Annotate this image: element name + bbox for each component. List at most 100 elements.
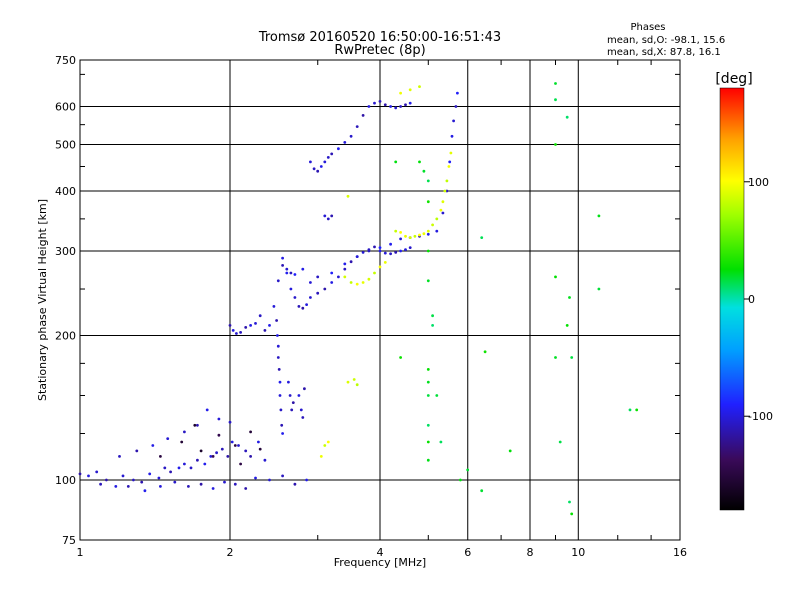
echo-point xyxy=(346,194,350,198)
echo-point xyxy=(394,160,398,164)
echo-point xyxy=(323,214,327,218)
echo-point xyxy=(413,234,417,238)
echo-point xyxy=(480,236,484,240)
echo-point xyxy=(389,105,392,108)
echo-point xyxy=(361,281,365,284)
echo-point xyxy=(399,249,402,253)
echo-point xyxy=(431,324,434,327)
echo-point xyxy=(309,160,312,164)
echo-point xyxy=(287,380,290,384)
echo-point xyxy=(276,356,280,359)
echo-point xyxy=(151,444,155,447)
echo-point xyxy=(337,147,340,151)
echo-point xyxy=(367,105,371,108)
echo-point xyxy=(326,156,330,159)
echo-point xyxy=(418,233,421,237)
echo-point xyxy=(459,478,462,482)
echo-point xyxy=(263,329,267,332)
echo-point xyxy=(483,350,487,354)
plot-frame xyxy=(79,59,681,541)
echo-point xyxy=(418,85,421,88)
echo-point xyxy=(554,356,557,359)
echo-point xyxy=(404,248,407,252)
echo-point xyxy=(346,380,350,384)
echo-point xyxy=(196,423,199,427)
echo-point xyxy=(281,256,284,260)
echo-point xyxy=(276,279,280,283)
chart-title: Tromsø 20160520 16:50:00-16:51:43 xyxy=(258,30,501,45)
echo-point xyxy=(435,217,439,221)
plot-points xyxy=(78,82,639,516)
echo-point xyxy=(293,482,297,486)
echo-point xyxy=(570,356,574,359)
echo-point xyxy=(193,423,197,427)
echo-point xyxy=(361,114,365,117)
echo-point xyxy=(277,368,281,371)
echo-point xyxy=(378,246,382,250)
echo-point xyxy=(249,455,253,458)
echo-point xyxy=(426,458,430,462)
echo-point xyxy=(223,480,226,484)
echo-point xyxy=(399,105,402,108)
echo-point xyxy=(330,152,334,156)
echo-point xyxy=(272,305,276,308)
echo-point xyxy=(276,334,279,337)
echo-point xyxy=(343,141,347,144)
echo-point xyxy=(378,249,382,253)
y-tick-label: 500 xyxy=(55,139,76,152)
echo-point xyxy=(301,306,305,310)
x-tick-label: 1 xyxy=(77,546,84,559)
echo-point xyxy=(565,324,569,327)
echo-point xyxy=(343,262,347,266)
x-tick-label: 10 xyxy=(571,546,585,559)
echo-point xyxy=(275,319,278,322)
colorbar xyxy=(719,87,745,511)
echo-point xyxy=(568,500,571,504)
echo-point xyxy=(263,458,267,462)
y-tick-label: 400 xyxy=(55,185,76,198)
echo-point xyxy=(203,462,207,466)
colorbar-label: [deg] xyxy=(715,71,752,87)
echo-point xyxy=(394,106,398,110)
echo-point xyxy=(404,234,407,238)
echo-point xyxy=(349,260,353,264)
echo-point xyxy=(323,287,327,291)
echo-point xyxy=(301,267,305,271)
echo-point xyxy=(319,455,323,458)
echo-point xyxy=(389,252,392,256)
echo-point xyxy=(257,440,260,444)
echo-point xyxy=(143,489,147,493)
echo-point xyxy=(301,416,305,419)
echo-point xyxy=(118,455,121,458)
echo-point xyxy=(399,231,402,234)
echo-point xyxy=(177,466,181,470)
echo-point xyxy=(378,265,382,269)
y-tick-label: 100 xyxy=(55,474,76,487)
y-tick-label: 600 xyxy=(55,101,76,114)
echo-point xyxy=(355,282,359,286)
echo-point xyxy=(597,287,601,291)
echo-point xyxy=(448,160,452,164)
echo-point xyxy=(281,432,284,435)
echo-point xyxy=(431,223,434,227)
echo-point xyxy=(570,512,574,516)
echo-point xyxy=(367,249,371,253)
echo-point xyxy=(426,394,430,397)
echo-point xyxy=(383,103,387,107)
echo-point xyxy=(226,455,230,458)
echo-point xyxy=(426,200,430,204)
echo-point xyxy=(235,332,238,335)
echo-point xyxy=(205,408,209,412)
echo-point xyxy=(180,440,184,444)
echo-point xyxy=(426,249,430,253)
echo-point xyxy=(439,208,443,212)
echo-point xyxy=(230,440,234,444)
echo-point xyxy=(361,251,365,254)
echo-point xyxy=(445,179,449,183)
y-tick-label: 75 xyxy=(62,534,76,547)
echo-point xyxy=(293,273,297,276)
echo-point xyxy=(450,134,454,138)
echo-point xyxy=(217,417,221,421)
echo-point xyxy=(316,169,320,173)
echo-point xyxy=(291,401,295,404)
